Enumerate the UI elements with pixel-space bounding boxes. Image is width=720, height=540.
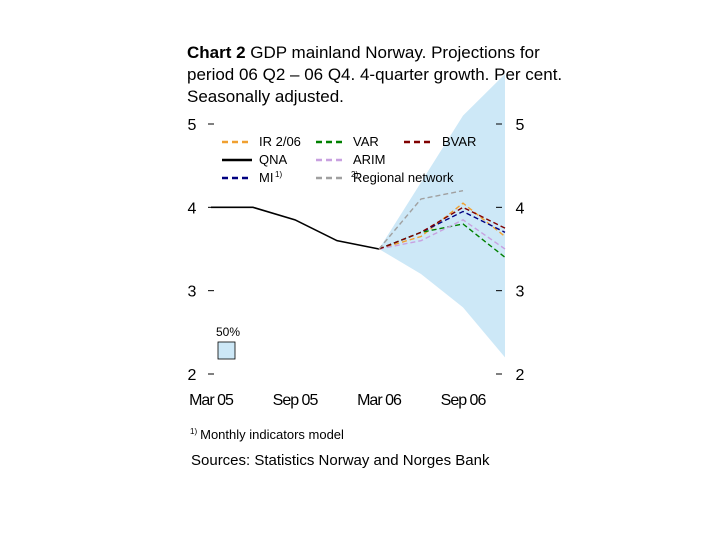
series-line-qna (211, 206, 380, 250)
series-line-var (378, 223, 506, 258)
legend: IR 2/06 VAR BVAR QNA ARIM MI 1) Regional networ… (216, 134, 476, 360)
series-line-ir-2-06 (378, 202, 506, 250)
x-tick-label: Mar 06 (357, 392, 402, 409)
legend-superscript: 1) (275, 170, 282, 179)
x-tick-label: Sep 05 (273, 392, 319, 409)
chart-title: Chart 2 GDP mainland Norway. Projections… (187, 42, 567, 108)
y-tick-label-left: 3 (188, 284, 197, 301)
band-legend-label: 50% (216, 325, 240, 339)
footnote-marker: 1) (190, 427, 198, 436)
legend-label: IR 2/06 (259, 134, 301, 149)
series-line-mi (378, 210, 506, 250)
x-tick-label: Mar 05 (189, 392, 234, 409)
legend-label: VAR (353, 134, 379, 149)
series-layer (211, 189, 506, 258)
legend-label: MI (259, 170, 273, 185)
chart-number: Chart 2 (187, 43, 246, 62)
y-tick-label-left: 5 (188, 117, 197, 134)
legend-superscript: 2) (351, 170, 358, 179)
axis-layer: 2 2 3 3 4 4 5 5 Mar 05 Sep 05 Mar 06 Sep 06 (188, 117, 525, 409)
legend-label: ARIM (353, 152, 386, 167)
y-tick-label-right: 2 (516, 367, 525, 384)
y-tick-label-right: 4 (516, 200, 525, 217)
footnote: 1) Monthly indicators model (190, 427, 344, 442)
y-tick-label-right: 3 (516, 284, 525, 301)
legend-label: Regional network (353, 170, 454, 185)
y-tick-label-left: 2 (188, 367, 197, 384)
x-tick-label: Sep 06 (441, 392, 487, 409)
legend-label: QNA (259, 152, 288, 167)
confidence-band-layer (379, 74, 505, 358)
chart-title-text: GDP mainland Norway. Projections for per… (187, 43, 563, 106)
y-tick-label-left: 4 (188, 200, 197, 217)
legend-label: BVAR (442, 134, 476, 149)
band-legend-swatch (217, 341, 236, 360)
sources: Sources: Statistics Norway and Norges Ba… (191, 452, 490, 469)
confidence-band (379, 74, 505, 358)
series-line-regional-network (378, 189, 464, 250)
series-line-arim (378, 219, 506, 250)
footnote-text: Monthly indicators model (200, 427, 344, 442)
y-tick-label-right: 5 (516, 117, 525, 134)
